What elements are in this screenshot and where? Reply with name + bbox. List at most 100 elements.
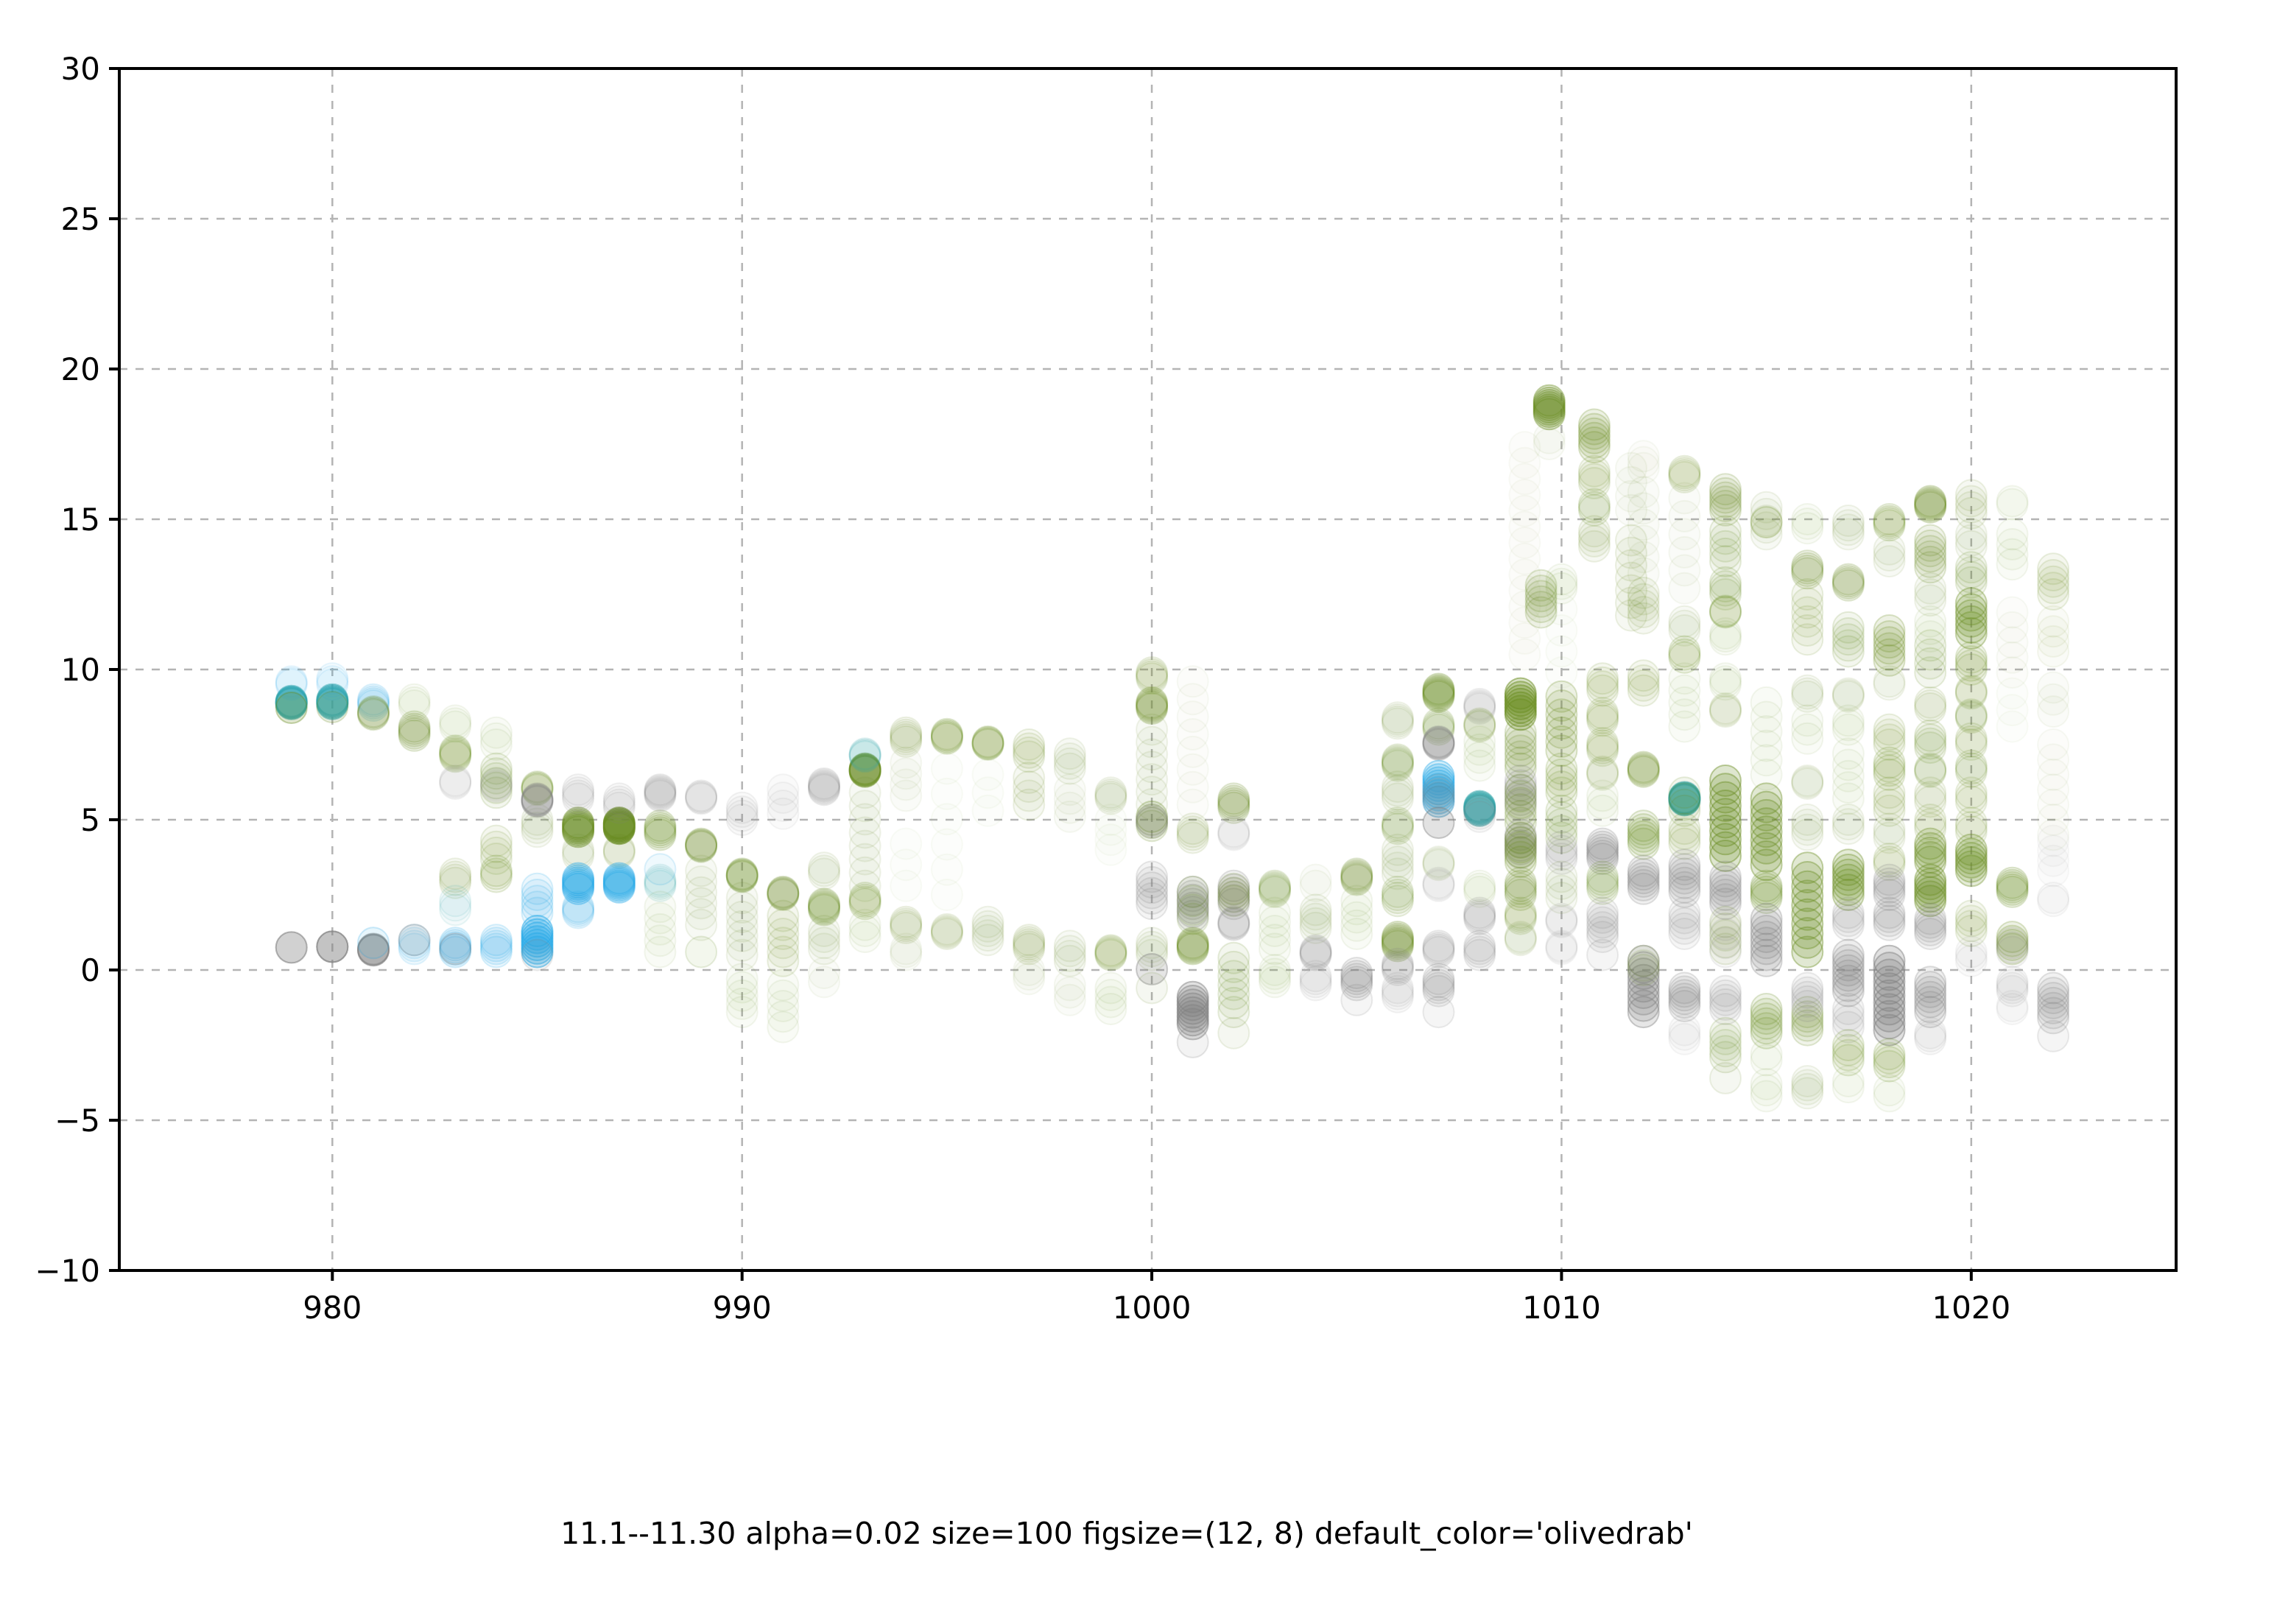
scatter-point — [1668, 848, 1701, 882]
scatter-point — [1831, 993, 1865, 1025]
scatter-point — [602, 836, 636, 869]
scatter-point — [2037, 818, 2070, 851]
scatter-point — [1422, 677, 1455, 710]
scatter-point — [562, 833, 595, 866]
scatter-point — [1791, 808, 1824, 841]
scatter-point — [685, 828, 718, 861]
scatter-point — [1176, 902, 1209, 935]
scatter-point — [1422, 680, 1455, 713]
scatter-point — [1791, 971, 1824, 1005]
scatter-point — [1750, 927, 1783, 960]
scatter-point — [644, 869, 677, 902]
scatter-point — [1668, 875, 1701, 908]
scatter-point — [1831, 854, 1865, 886]
scatter-point — [602, 782, 636, 815]
scatter-point — [1873, 1050, 1906, 1083]
scatter-point — [1831, 567, 1865, 600]
scatter-point — [1709, 927, 1742, 960]
scatter-point — [1914, 488, 1947, 521]
scatter-point — [1750, 840, 1783, 873]
scatter-point — [1504, 780, 1537, 813]
scatter-point — [1668, 535, 1701, 569]
scatter-point — [602, 869, 636, 902]
scatter-point — [1504, 806, 1537, 840]
scatter-point — [275, 692, 308, 724]
scatter-point — [1545, 843, 1578, 875]
scatter-point — [1545, 834, 1578, 868]
scatter-point — [1750, 832, 1783, 865]
scatter-point — [1996, 641, 2029, 674]
scatter-point — [1627, 823, 1660, 857]
scatter-point — [1791, 889, 1824, 922]
scatter-point — [1463, 875, 1496, 908]
scatter-point — [1831, 808, 1865, 841]
scatter-point — [1217, 907, 1250, 940]
scatter-point — [1831, 879, 1865, 911]
scatter-point — [1340, 893, 1373, 926]
scatter-point — [1176, 770, 1209, 804]
scatter-point — [1954, 479, 1988, 512]
scatter-point — [930, 721, 963, 754]
scatter-point — [1422, 707, 1455, 740]
scatter-point — [1463, 938, 1496, 971]
scatter-point — [1954, 645, 1988, 678]
scatter-point — [1627, 865, 1660, 898]
scatter-point — [357, 685, 390, 718]
scatter-point — [1504, 831, 1537, 864]
scatter-point — [1914, 572, 1947, 605]
scatter-point — [1627, 989, 1660, 1022]
scatter-point — [1791, 512, 1824, 545]
scatter-point — [1996, 626, 2029, 659]
scatter-point — [1750, 506, 1783, 539]
scatter-point — [275, 931, 308, 964]
scatter-point — [1914, 836, 1947, 869]
scatter-point — [1504, 869, 1537, 902]
scatter-point — [602, 834, 636, 868]
scatter-point — [1381, 875, 1414, 908]
scatter-point — [1422, 785, 1455, 818]
scatter-point — [1532, 398, 1566, 431]
scatter-point — [808, 915, 840, 947]
scatter-point — [2037, 615, 2070, 648]
scatter-point — [1504, 822, 1537, 855]
scatter-point — [1053, 800, 1086, 833]
scatter-point — [1586, 702, 1619, 734]
scatter-point — [439, 863, 472, 896]
scatter-point — [521, 879, 554, 911]
scatter-point — [1176, 700, 1209, 734]
scatter-point — [1831, 969, 1865, 1002]
scatter-point — [439, 857, 472, 890]
scatter-point — [685, 830, 718, 863]
scatter-point — [1873, 908, 1906, 941]
scatter-point — [1340, 863, 1373, 896]
scatter-point — [1381, 707, 1414, 740]
scatter-point — [1914, 832, 1947, 865]
scatter-point — [1914, 863, 1947, 896]
scatter-point — [1422, 763, 1455, 796]
scatter-point — [1709, 806, 1742, 839]
scatter-point — [562, 779, 595, 812]
scatter-point — [848, 921, 881, 954]
scatter-point — [1954, 935, 1988, 969]
x-tick-label: 980 — [303, 1290, 362, 1326]
scatter-point — [1914, 491, 1947, 524]
scatter-point — [1508, 527, 1541, 559]
scatter-point — [1914, 918, 1947, 950]
scatter-point — [1532, 421, 1566, 454]
scatter-point — [398, 929, 431, 963]
scatter-point — [1463, 797, 1496, 830]
scatter-point — [1914, 808, 1947, 841]
scatter-point — [1504, 836, 1537, 869]
scatter-point — [1709, 1061, 1742, 1094]
scatter-point — [1532, 396, 1566, 429]
scatter-point — [1340, 857, 1373, 890]
scatter-point — [1914, 752, 1947, 785]
scatter-point — [1996, 993, 2029, 1025]
scatter-point — [1791, 813, 1824, 846]
scatter-point — [1586, 863, 1619, 896]
scatter-point — [971, 776, 1004, 809]
scatter-point — [1094, 833, 1127, 866]
scatter-point — [930, 918, 963, 950]
scatter-point — [1709, 694, 1742, 727]
scatter-point — [1668, 662, 1701, 695]
